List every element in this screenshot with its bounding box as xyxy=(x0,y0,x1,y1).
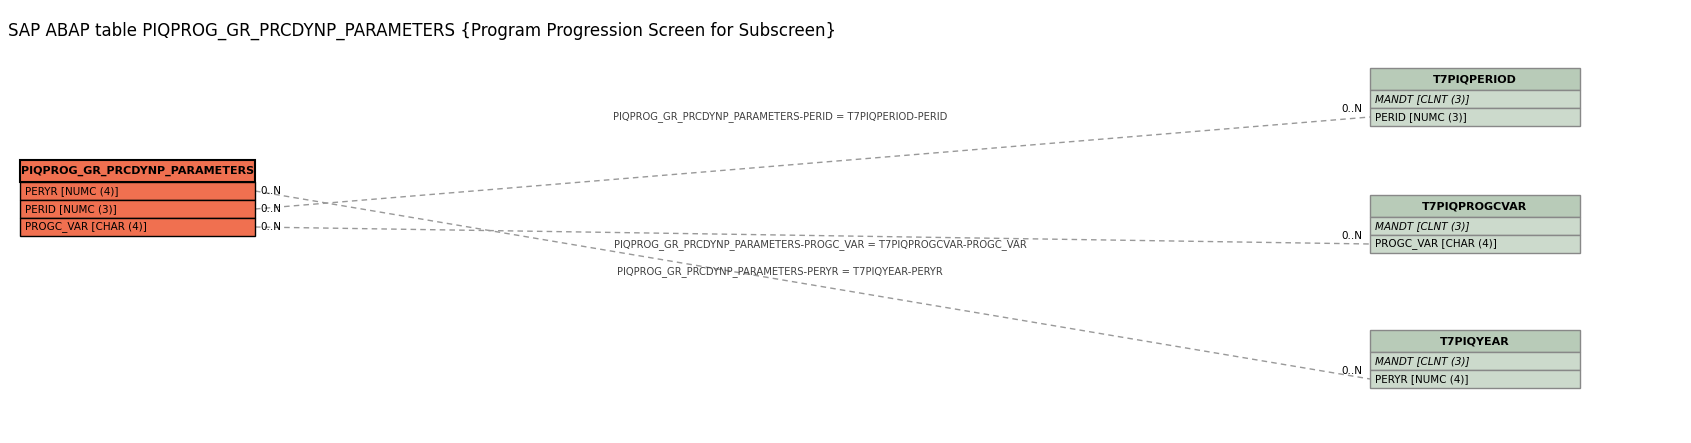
Text: MANDT [CLNT (3)]: MANDT [CLNT (3)] xyxy=(1375,356,1469,366)
Bar xyxy=(1370,330,1579,352)
Text: T7PIQPERIOD: T7PIQPERIOD xyxy=(1432,74,1517,84)
Text: 0..N: 0..N xyxy=(1341,231,1361,241)
Text: PIQPROG_GR_PRCDYNP_PARAMETERS: PIQPROG_GR_PRCDYNP_PARAMETERS xyxy=(20,166,254,176)
Bar xyxy=(20,160,255,182)
Bar xyxy=(1370,352,1579,370)
Text: PERYR [NUMC (4)]: PERYR [NUMC (4)] xyxy=(1375,374,1468,384)
Bar xyxy=(20,218,255,236)
Bar xyxy=(1370,217,1579,235)
Text: 0..N: 0..N xyxy=(1341,366,1361,376)
Text: PERID [NUMC (3)]: PERID [NUMC (3)] xyxy=(1375,112,1466,122)
Bar xyxy=(20,182,255,200)
Bar xyxy=(1370,235,1579,253)
Text: PROGC_VAR [CHAR (4)]: PROGC_VAR [CHAR (4)] xyxy=(25,222,147,233)
Bar xyxy=(1370,370,1579,388)
Text: 0..N: 0..N xyxy=(260,222,281,232)
Text: PIQPROG_GR_PRCDYNP_PARAMETERS-PROGC_VAR = T7PIQPROGCVAR-PROGC_VAR: PIQPROG_GR_PRCDYNP_PARAMETERS-PROGC_VAR … xyxy=(614,240,1026,250)
Text: T7PIQYEAR: T7PIQYEAR xyxy=(1441,336,1510,346)
Text: PERYR [NUMC (4)]: PERYR [NUMC (4)] xyxy=(25,186,118,196)
Bar xyxy=(1370,90,1579,108)
Text: SAP ABAP table PIQPROG_GR_PRCDYNP_PARAMETERS {Program Progression Screen for Sub: SAP ABAP table PIQPROG_GR_PRCDYNP_PARAME… xyxy=(8,22,835,40)
Text: MANDT [CLNT (3)]: MANDT [CLNT (3)] xyxy=(1375,221,1469,231)
Text: 0..N: 0..N xyxy=(1341,104,1361,114)
Text: PIQPROG_GR_PRCDYNP_PARAMETERS-PERYR = T7PIQYEAR-PERYR: PIQPROG_GR_PRCDYNP_PARAMETERS-PERYR = T7… xyxy=(617,267,944,277)
Text: 0..N: 0..N xyxy=(260,204,281,214)
Bar xyxy=(1370,68,1579,90)
Text: 0..N: 0..N xyxy=(260,186,281,196)
Text: PROGC_VAR [CHAR (4)]: PROGC_VAR [CHAR (4)] xyxy=(1375,238,1497,249)
Bar xyxy=(1370,195,1579,217)
Text: MANDT [CLNT (3)]: MANDT [CLNT (3)] xyxy=(1375,94,1469,104)
Bar xyxy=(20,200,255,218)
Text: PIQPROG_GR_PRCDYNP_PARAMETERS-PERID = T7PIQPERIOD-PERID: PIQPROG_GR_PRCDYNP_PARAMETERS-PERID = T7… xyxy=(612,112,947,122)
Text: PERID [NUMC (3)]: PERID [NUMC (3)] xyxy=(25,204,117,214)
Text: T7PIQPROGCVAR: T7PIQPROGCVAR xyxy=(1422,201,1527,211)
Bar xyxy=(1370,108,1579,126)
